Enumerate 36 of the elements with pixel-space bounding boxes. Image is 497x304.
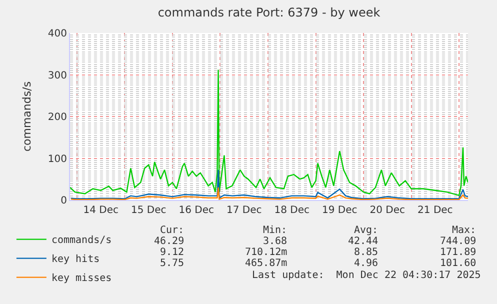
- text: Min:: [263, 225, 288, 236]
- line-series: [70, 69, 468, 196]
- text: 465.87m: [245, 258, 288, 269]
- legend-label: commands/s: [51, 235, 112, 246]
- text: 744.09: [440, 236, 476, 247]
- legend-label: key misses: [51, 273, 112, 284]
- y-tick-label: 300: [48, 70, 67, 82]
- y-tick-label: 0: [60, 196, 67, 206]
- x-tick-label: 19 Dec: [322, 205, 358, 216]
- x-tick-label: 14 Dec: [83, 205, 118, 216]
- legend-label: key hits: [51, 254, 100, 266]
- x-tick-label: 16 Dec: [178, 205, 214, 216]
- text: 3.68: [263, 236, 288, 247]
- text: 9.12: [160, 247, 184, 258]
- text: 46.29: [154, 236, 184, 247]
- text: 101.60: [440, 258, 476, 269]
- x-tick-label: 15 Dec: [130, 205, 166, 216]
- chart-title: commands rate Port: 6379 - by week: [158, 5, 380, 20]
- x-tick-label: 17 Dec: [226, 205, 262, 216]
- text: 42.44: [348, 236, 378, 247]
- x-tick-label: 21 Dec: [418, 205, 453, 216]
- y-tick-label: 100: [48, 154, 67, 165]
- text: 171.89: [440, 247, 476, 258]
- text: Cur:: [160, 225, 184, 236]
- text: 8.85: [354, 247, 378, 258]
- text: Max:: [452, 225, 476, 236]
- text: 4.96: [354, 258, 378, 269]
- text: 5.75: [160, 258, 184, 269]
- x-tick-label: 18 Dec: [274, 205, 310, 216]
- text: Last update: Mon Dec 22 04:30:17 2025: [252, 270, 481, 281]
- y-tick-label: 200: [48, 112, 67, 123]
- text: 710.12m: [245, 247, 288, 258]
- y-tick-label: 400: [48, 28, 67, 40]
- y-axis-title: commands/s: [20, 81, 34, 152]
- x-tick-label: 20 Dec: [370, 205, 406, 216]
- text: Avg:: [354, 225, 378, 236]
